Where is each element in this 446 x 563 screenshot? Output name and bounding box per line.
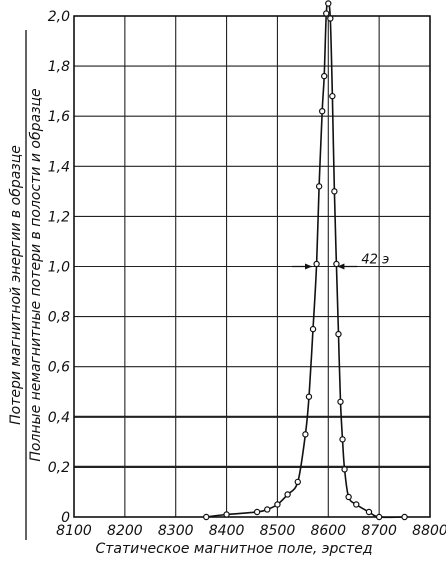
axes [73, 15, 431, 518]
y-tick-label: 0 [61, 510, 70, 526]
data-point [401, 513, 408, 521]
data-point [325, 0, 332, 7]
data-point [318, 107, 326, 115]
x-tick-label: 8800 [412, 523, 446, 539]
data-point [315, 183, 323, 190]
y-tick-label: 0,8 [48, 310, 70, 326]
data-point [203, 513, 210, 521]
y-tick-label: 1,0 [48, 260, 70, 276]
y-tick-label: 0,2 [48, 460, 70, 476]
data-point [223, 511, 230, 518]
data-point [313, 260, 320, 268]
data-point [253, 508, 261, 516]
data-point [345, 493, 352, 501]
y-axis-label-denominator: Полные немагнитные потери в полости и об… [28, 88, 44, 461]
data-point [284, 491, 291, 498]
grid [74, 16, 430, 517]
y-tick-label: 1,4 [48, 159, 70, 175]
y-axis-label: Потери магнитной энергии в образце Полны… [8, 30, 44, 540]
y-tick-label: 0,6 [48, 360, 70, 376]
data-point [329, 92, 336, 100]
data-point [321, 72, 328, 80]
x-tick-label: 8600 [310, 523, 346, 539]
y-tick-label: 1,2 [48, 209, 70, 225]
annotation-arrowhead-left [305, 263, 313, 270]
data-point [327, 15, 334, 22]
data-point [331, 188, 338, 195]
data-point [339, 436, 346, 443]
data-point [353, 501, 360, 508]
y-axis-label-numerator: Потери магнитной энергии в образце [8, 145, 24, 425]
data-point [333, 260, 340, 268]
x-tick-label: 8400 [209, 523, 245, 539]
data-point [302, 431, 309, 438]
data-point [264, 506, 271, 513]
annotation-arrowhead-right [337, 263, 345, 270]
data-point [294, 478, 301, 486]
y-tick-label: 1,6 [48, 109, 70, 125]
data-point [305, 393, 313, 400]
data-point [309, 325, 317, 333]
x-tick-label: 8500 [260, 523, 296, 539]
data-point [341, 466, 348, 473]
annotation-label: 42 э [361, 253, 389, 268]
data-point [274, 501, 281, 508]
data-series [203, 0, 408, 521]
y-tick-label: 1,8 [48, 59, 70, 75]
x-tick-label: 8700 [361, 523, 397, 539]
data-point [337, 398, 344, 405]
data-point [365, 508, 373, 516]
data-point [335, 330, 342, 338]
x-tick-label: 8100 [56, 523, 92, 539]
width-annotation: 42 э [292, 253, 389, 270]
x-tick-label: 8200 [107, 523, 143, 539]
x-axis-label: Статическое магнитное поле, эрстед [95, 541, 372, 557]
data-point [375, 513, 383, 521]
tick-labels: 8100 8200 8300 8400 8500 8600 8700 8800 0 0,2 0,4 0… [48, 9, 446, 539]
plot-frame [73, 15, 431, 518]
y-tick-label: 2,0 [48, 9, 70, 25]
x-tick-label: 8300 [158, 523, 194, 539]
data-point [323, 10, 330, 17]
y-tick-label: 0,4 [48, 410, 70, 426]
